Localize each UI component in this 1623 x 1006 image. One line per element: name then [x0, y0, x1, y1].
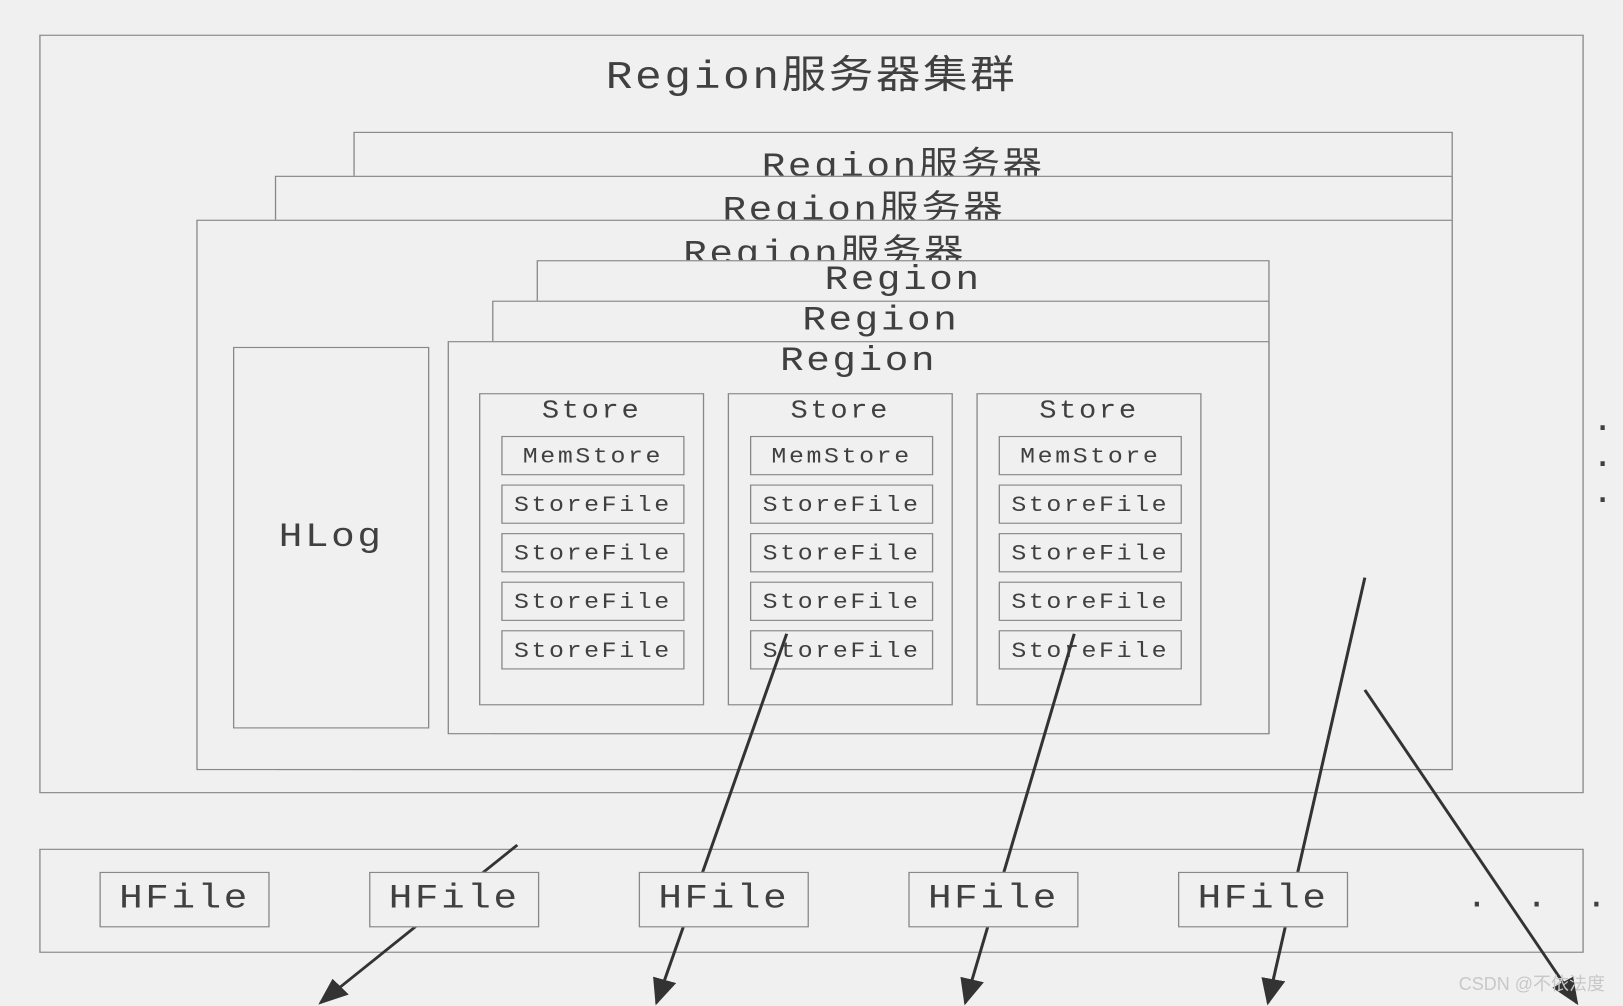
- storefile-box: StoreFile: [750, 533, 933, 572]
- memstore-box: MemStore: [999, 436, 1182, 475]
- storefile-box: StoreFile: [999, 630, 1182, 669]
- storefile-box: StoreFile: [750, 484, 933, 523]
- watermark-text: CSDN @不依法度: [1459, 970, 1605, 996]
- store-title: Store: [729, 397, 952, 426]
- store-title: Store: [480, 397, 703, 426]
- storefile-box: StoreFile: [501, 484, 684, 523]
- storefile-box: StoreFile: [999, 582, 1182, 621]
- store-title: Store: [978, 397, 1201, 426]
- hlog-box: HLog: [233, 347, 429, 729]
- store-box-3: Store MemStore StoreFile StoreFile StoreFile…: [976, 393, 1201, 705]
- storefile-box: StoreFile: [750, 582, 933, 621]
- hfile-box: HFile: [639, 872, 809, 928]
- storefile-box: StoreFile: [999, 484, 1182, 523]
- storefile-box: StoreFile: [501, 630, 684, 669]
- storefile-box: StoreFile: [501, 533, 684, 572]
- memstore-box: MemStore: [750, 436, 933, 475]
- region-title-3: Region: [538, 261, 1268, 300]
- storefile-box: StoreFile: [999, 533, 1182, 572]
- storefile-box: StoreFile: [501, 582, 684, 621]
- cluster-ellipsis: . . .: [1592, 405, 1623, 513]
- hfile-row: [39, 849, 1583, 953]
- region-title-1: Region: [449, 342, 1268, 381]
- region-title-2: Region: [493, 302, 1268, 341]
- memstore-box: MemStore: [501, 436, 684, 475]
- hfile-box: HFile: [369, 872, 539, 928]
- store-box-1: Store MemStore StoreFile StoreFile StoreFile…: [479, 393, 704, 705]
- hfile-box: HFile: [99, 872, 269, 928]
- cluster-title: Region服务器集群: [41, 43, 1583, 101]
- hfile-box: HFile: [908, 872, 1078, 928]
- hfile-box: HFile: [1178, 872, 1348, 928]
- hfile-ellipsis: . . .: [1466, 881, 1615, 917]
- storefile-box: StoreFile: [750, 630, 933, 669]
- store-box-2: Store MemStore StoreFile StoreFile StoreFile…: [728, 393, 953, 705]
- hlog-label: HLog: [279, 518, 384, 557]
